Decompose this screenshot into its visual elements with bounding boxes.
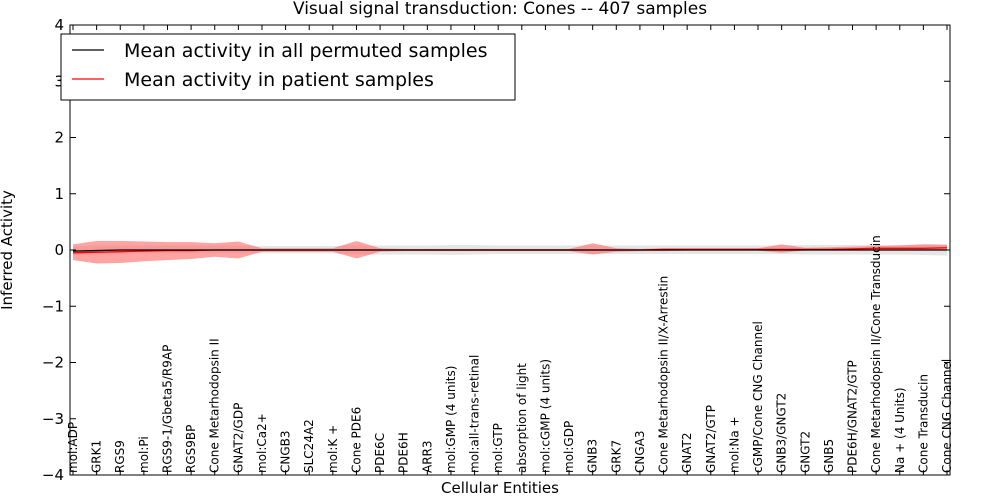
x-tick-label: GRK7 xyxy=(609,440,623,473)
x-tick-label: CNGB3 xyxy=(279,430,293,473)
y-tick-label: 4 xyxy=(54,16,64,34)
x-tick-label: PDE6H/GNAT2/GTP xyxy=(846,360,860,473)
x-tick-label: RGS9BP xyxy=(184,425,198,473)
x-tick-label: Cone Metarhodopsin II/Cone Transducin xyxy=(869,235,883,473)
x-tick-label: Cone Metarhodopsin II/X-Arrestin xyxy=(657,276,671,473)
legend-box xyxy=(60,33,516,101)
legend-label-patient: Mean activity in patient samples xyxy=(124,69,434,91)
x-tick-label: SLC24A2 xyxy=(302,419,316,473)
x-tick-label: GNAT2/GDP xyxy=(231,403,245,473)
y-tick-label: −1 xyxy=(42,297,64,315)
x-tick-label: GNAT2 xyxy=(680,432,694,473)
x-tick-label: CNGA3 xyxy=(633,431,647,474)
x-tick-label: GNB5 xyxy=(822,439,836,473)
x-tick-label: PDE6C xyxy=(373,433,387,473)
x-tick-label: absorption of light xyxy=(515,363,529,473)
x-tick-label: RGS9-1/Gbeta5/R9AP xyxy=(160,345,174,473)
series-lines xyxy=(72,247,948,254)
x-tick-label: mol:K + xyxy=(326,425,340,473)
y-axis-title: Inferred Activity xyxy=(0,190,16,310)
y-tick-label: 2 xyxy=(54,129,64,147)
y-tick-label: 0 xyxy=(54,241,64,259)
x-tick-label: mol:cGMP (4 units) xyxy=(538,359,552,473)
x-tick-label: GNGT2 xyxy=(798,431,812,473)
x-tick-label: mol:GTP xyxy=(491,423,505,473)
x-tick-label: RGS9 xyxy=(113,440,127,473)
x-tick-label: GNB3 xyxy=(586,439,600,473)
legend-label-permuted: Mean activity in all permuted samples xyxy=(124,40,487,62)
x-tick-label: PDE6H xyxy=(397,432,411,473)
y-tick-label: −3 xyxy=(42,410,64,428)
x-tick-label: GNB3/GNGT2 xyxy=(775,393,789,473)
x-tick-label: Cone Metarhodopsin II xyxy=(208,338,222,473)
y-tick-label: 1 xyxy=(54,185,64,203)
permuted-mean-line xyxy=(72,249,947,252)
chart-title: Visual signal transduction: Cones -- 407… xyxy=(293,0,707,19)
x-tick-label: mol:GDP xyxy=(562,421,576,473)
x-tick-label: Cone CNG Channel xyxy=(940,359,954,473)
y-tick-label: 3 xyxy=(54,72,64,90)
x-tick-label: mol:ADP xyxy=(66,422,80,473)
x-tick-label: Cone Transducin xyxy=(916,374,930,473)
x-tick-label: Na + (4 Units) xyxy=(893,387,907,473)
x-tick-label: mol:Ca2+ xyxy=(255,413,269,473)
x-tick-label: mol:all-trans-retinal xyxy=(468,355,482,473)
y-tick-label: −2 xyxy=(42,354,64,372)
legend: Mean activity in all permuted samples Me… xyxy=(60,33,516,101)
x-tick-label: mol:Pi xyxy=(137,436,151,473)
y-axis: −4 −3 −2 −1 0 1 2 3 4 xyxy=(42,16,950,484)
x-tick-label: GRK1 xyxy=(90,440,104,473)
x-tick-label: mol:GMP (4 units) xyxy=(444,366,458,473)
band-layer xyxy=(73,241,947,264)
patient-band xyxy=(73,241,947,264)
x-tick-label: Cone PDE6 xyxy=(349,407,363,473)
x-tick-label: GNAT2/GTP xyxy=(704,405,718,473)
x-tick-label: mol:Na + xyxy=(727,416,741,473)
x-tick-label: cGMP/Cone CNG Channel xyxy=(751,321,765,473)
category-labels: mol:ADP GRK1 RGS9 mol:Pi RGS9-1/Gbeta5/R9AP R… xyxy=(66,235,954,473)
x-axis xyxy=(72,25,948,475)
y-tick-label: −4 xyxy=(42,466,64,484)
x-tick-label: ARR3 xyxy=(420,440,434,473)
x-axis-title: Cellular Entities xyxy=(441,479,559,497)
